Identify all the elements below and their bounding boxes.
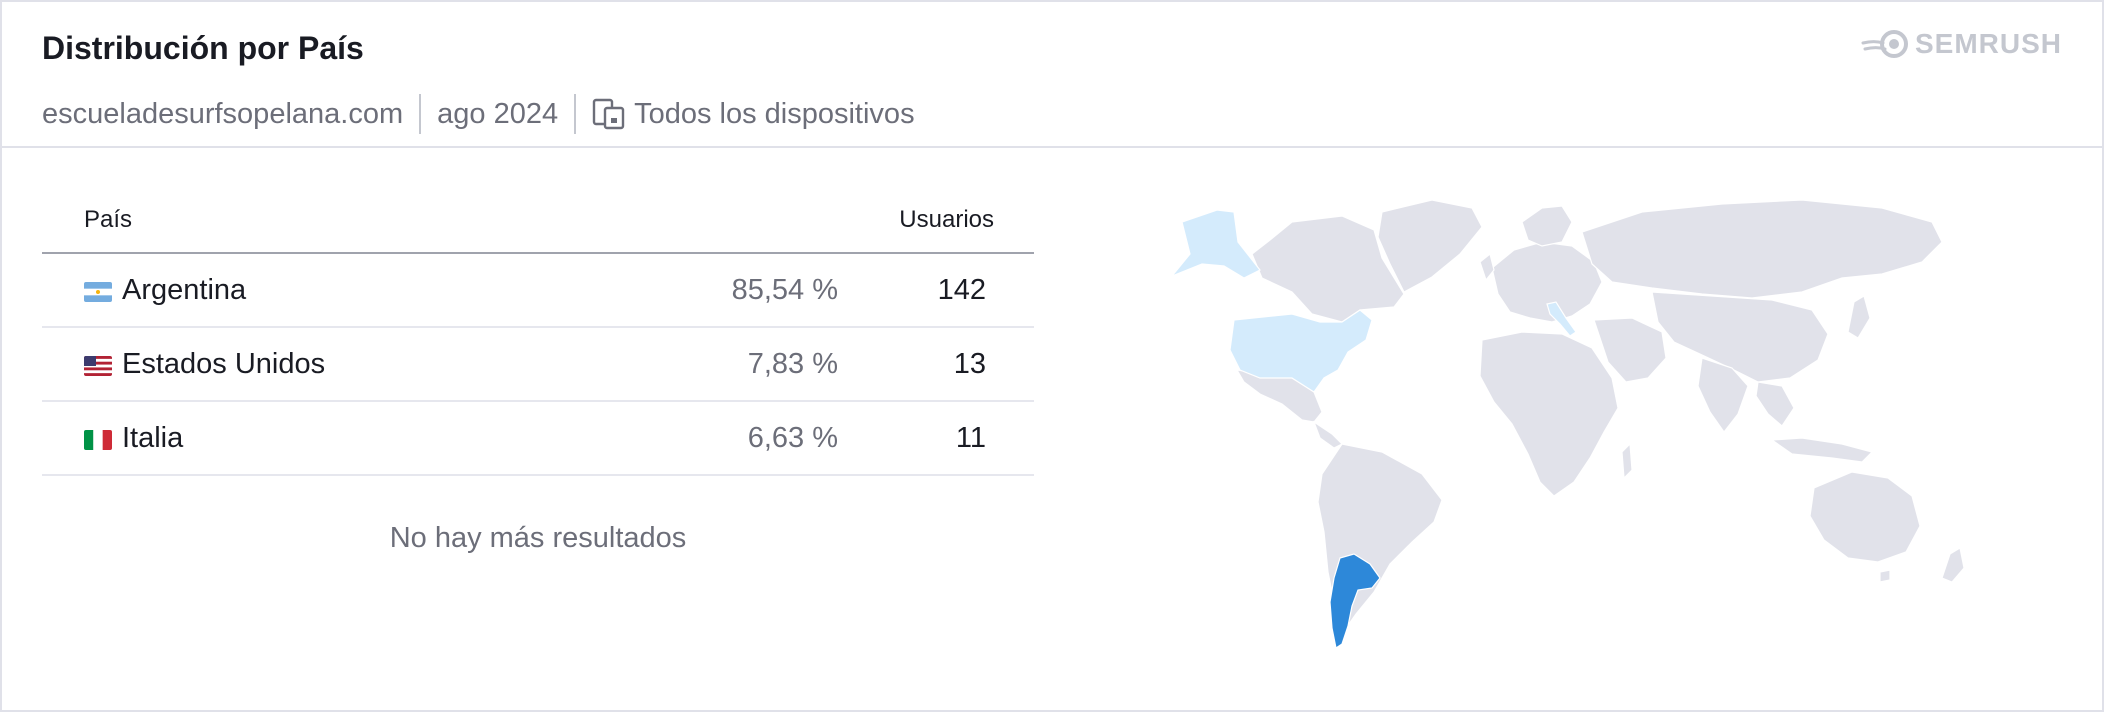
country-name: Estados Unidos — [122, 348, 326, 380]
meta-divider — [419, 94, 422, 134]
date-label: ago 2024 — [437, 97, 559, 130]
country-users: 11 — [955, 422, 986, 454]
semrush-fire-icon — [1861, 30, 1908, 58]
map-region-alaska[interactable] — [1171, 209, 1261, 279]
card-title: Distribución por País — [42, 30, 364, 66]
country-name: Italia — [122, 422, 184, 454]
map-region-greenland[interactable] — [1377, 199, 1483, 293]
map-region-madagascar[interactable] — [1621, 442, 1633, 480]
map-region-middle-east[interactable] — [1593, 317, 1667, 383]
map-region-usa[interactable] — [1229, 309, 1373, 393]
map-region-europe[interactable] — [1491, 241, 1603, 323]
table-header: País Usuarios — [42, 192, 1034, 254]
map-region-china[interactable] — [1651, 291, 1829, 383]
report-meta: escueladesurfsopelana.com ago 2024 Todos… — [42, 94, 915, 134]
world-map — [1171, 199, 1965, 649]
country-percentage: 6,63 % — [747, 422, 838, 454]
map-region-africa[interactable] — [1479, 331, 1619, 497]
table-row[interactable]: Estados Unidos 7,83 % 13 — [42, 328, 1034, 402]
map-region-japan[interactable] — [1847, 295, 1871, 339]
logo-text: SEMRUSH — [1914, 28, 2062, 59]
flag-usa-icon — [84, 356, 112, 376]
map-region-india[interactable] — [1697, 357, 1749, 434]
column-header-country[interactable]: País — [84, 206, 133, 233]
table-row[interactable]: Argentina 85,54 % 142 — [42, 254, 1034, 328]
country-table: País Usuarios Argentina 85,54 % 142 Es — [42, 192, 1034, 554]
country-users: 13 — [953, 348, 986, 380]
semrush-logo: SEMRUSH — [1861, 28, 2062, 60]
map-region-russia[interactable] — [1581, 199, 1943, 299]
meta-divider — [574, 94, 577, 134]
map-region-new-zealand[interactable] — [1941, 547, 1965, 583]
domain-label: escueladesurfsopelana.com — [42, 97, 404, 130]
map-region-canada[interactable] — [1251, 215, 1405, 323]
map-region-southeast-asia[interactable] — [1755, 381, 1795, 427]
table-row[interactable]: Italia 6,63 % 11 — [42, 402, 1034, 476]
country-users: 142 — [937, 274, 986, 306]
flag-italy-icon — [84, 430, 112, 450]
map-region-central-america[interactable] — [1312, 420, 1344, 449]
no-more-results-message: No hay más resultados — [389, 522, 687, 554]
country-percentage: 85,54 % — [731, 274, 838, 306]
flag-argentina-icon — [84, 282, 112, 302]
map-region-australia[interactable] — [1809, 471, 1921, 563]
country-name: Argentina — [122, 274, 247, 306]
country-percentage: 7,83 % — [747, 348, 838, 380]
devices-label: Todos los dispositivos — [634, 97, 915, 130]
devices-icon — [592, 98, 625, 130]
map-region-scandinavia[interactable] — [1521, 205, 1573, 247]
map-region-italy[interactable] — [1546, 301, 1577, 337]
map-region-tasmania[interactable] — [1879, 569, 1891, 583]
map-region-argentina[interactable] — [1329, 553, 1381, 649]
map-region-uk[interactable] — [1479, 252, 1495, 282]
card-header: Distribución por País escueladesurfsopel… — [2, 2, 2102, 148]
map-region-indonesia[interactable] — [1770, 437, 1874, 463]
column-header-users[interactable]: Usuarios — [899, 206, 994, 233]
